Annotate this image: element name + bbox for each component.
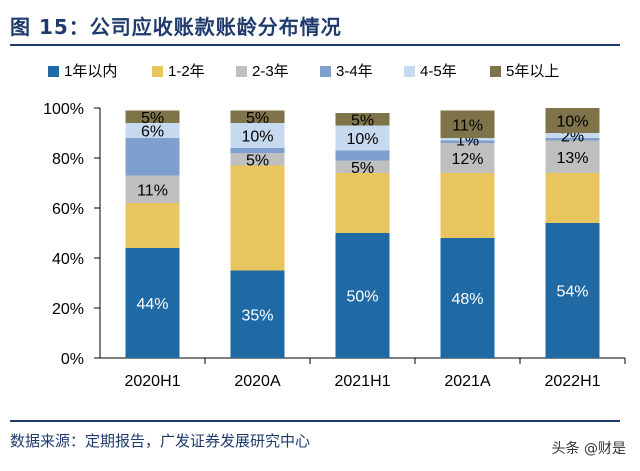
- data-label-2020H1-5: 5%: [141, 110, 164, 127]
- bar-2020A-5: [230, 110, 285, 123]
- bar-2021H1-3: [335, 150, 390, 161]
- data-label-2020A-0: 35%: [241, 307, 273, 324]
- bar-2020H1-5: [125, 110, 180, 123]
- y-tick-label-0: 0%: [61, 351, 84, 368]
- data-label-2021H1-5: 5%: [351, 112, 374, 129]
- data-label-2021H1-0: 50%: [346, 289, 378, 306]
- bar-2020A-2: [230, 153, 285, 166]
- legend-label-5: 5年以上: [506, 63, 559, 80]
- legend-label-2: 2-3年: [252, 63, 289, 80]
- bar-2021H1-1: [335, 173, 390, 233]
- bar-2021H1-2: [335, 160, 390, 173]
- y-tick-label-2: 40%: [52, 251, 84, 268]
- source-note: 数据来源：定期报告，广发证券发展研究中心: [10, 420, 620, 451]
- figure-title: 图 15：公司应收账款账龄分布情况: [10, 14, 342, 39]
- bar-2022H1-5: [545, 108, 600, 133]
- data-label-2020A-2: 5%: [246, 152, 269, 169]
- data-label-2020H1-2: 11%: [137, 182, 168, 199]
- x-tick-label-3: 2021A: [444, 373, 491, 390]
- legend-label-1: 1-2年: [168, 63, 205, 80]
- bar-2020H1-1: [125, 203, 180, 248]
- data-label-2021A-5: 11%: [452, 117, 483, 134]
- bar-2020A-3: [230, 148, 285, 153]
- bar-2020H1-4: [125, 123, 180, 138]
- y-tick-label-1: 20%: [52, 301, 84, 318]
- bar-2020A-0: [230, 270, 285, 358]
- bar-2021A-1: [440, 173, 495, 238]
- stacked-bar-chart: 1年以内 1-2年 2-3年 3-4年 4-5年 5年以上 0% 20% 40% 60% 80% 10…: [43, 63, 626, 390]
- x-tick-label-4: 2022H1: [544, 373, 600, 390]
- bar-2020A-4: [230, 123, 285, 148]
- x-tick-label-0: 2020H1: [124, 373, 180, 390]
- data-label-2021H1-2: 5%: [351, 160, 374, 177]
- data-label-2021A-0: 48%: [451, 291, 483, 308]
- legend-swatch-0: [48, 66, 59, 77]
- data-label-2022H1-5: 10%: [556, 114, 588, 131]
- bar-2022H1-1: [545, 173, 600, 223]
- bar-2022H1-4: [545, 133, 600, 138]
- bar-2021A-5: [440, 110, 495, 138]
- bar-2022H1-3: [545, 138, 600, 141]
- y-tick-label-3: 60%: [52, 201, 84, 218]
- legend-swatch-4: [404, 66, 415, 77]
- legend-swatch-1: [152, 66, 163, 77]
- data-label-2022H1-2: 13%: [556, 150, 588, 167]
- bar-2020H1-3: [125, 138, 180, 176]
- data-label-2020A-5: 5%: [246, 110, 269, 127]
- title-bar: 图 15：公司应收账款账龄分布情况: [10, 6, 620, 46]
- chart-area: 1年以内 1-2年 2-3年 3-4年 4-5年 5年以上 0% 20% 40% 60% 80% 10…: [0, 50, 640, 400]
- legend-label-4: 4-5年: [420, 63, 457, 80]
- data-label-2020H1-4: 6%: [141, 124, 164, 141]
- x-tick-label-2: 2021H1: [334, 373, 390, 390]
- y-tick-label-4: 80%: [52, 151, 84, 168]
- bar-2020H1-2: [125, 175, 180, 203]
- data-label-2020H1-0: 44%: [136, 296, 168, 313]
- legend-label-0: 1年以内: [64, 63, 117, 80]
- bar-2021A-4: [440, 138, 495, 141]
- data-label-2021A-2: 12%: [451, 151, 483, 168]
- legend-label-3: 3-4年: [336, 63, 373, 80]
- bar-2020H1-0: [125, 248, 180, 358]
- bar-2021A-2: [440, 143, 495, 173]
- data-label-2020A-4: 10%: [241, 129, 273, 146]
- bar-2022H1-0: [545, 223, 600, 358]
- x-tick-label-1: 2020A: [234, 373, 281, 390]
- bar-2021A-3: [440, 140, 495, 143]
- legend-swatch-5: [490, 66, 501, 77]
- data-label-2022H1-0: 54%: [556, 284, 588, 301]
- bar-2021H1-5: [335, 113, 390, 126]
- bar-2022H1-2: [545, 140, 600, 173]
- bar-2021A-0: [440, 238, 495, 358]
- data-label-2021H1-4: 10%: [346, 131, 378, 148]
- legend-swatch-3: [320, 66, 331, 77]
- watermark: 头条 @财是: [551, 441, 626, 457]
- y-tick-label-5: 100%: [43, 101, 84, 118]
- legend-swatch-2: [236, 66, 247, 77]
- bar-2021H1-4: [335, 125, 390, 151]
- bar-2020A-1: [230, 165, 285, 271]
- bar-2021H1-0: [335, 233, 390, 358]
